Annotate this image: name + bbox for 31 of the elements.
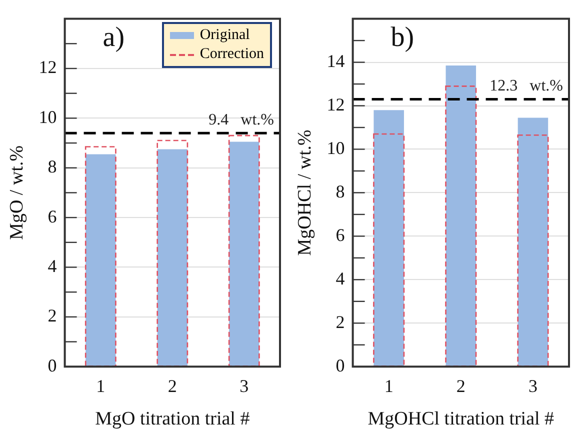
x-tick-label: 1 (96, 376, 106, 396)
x-tick-label: 2 (168, 376, 177, 396)
y-tick-label: 2 (48, 306, 57, 326)
x-axis-title: MgO titration trial # (95, 408, 250, 430)
y-tick-label: 12 (38, 57, 57, 78)
y-tick-label: 10 (326, 138, 345, 158)
y-tick-label: 0 (336, 355, 345, 376)
x-tick-label: 2 (456, 376, 466, 396)
y-tick-label: 10 (38, 106, 57, 127)
y-axis-title: MgOHCl / wt.% (294, 129, 316, 256)
y-tick-label: 14 (326, 51, 345, 72)
ref-line-label: 12.3 wt.% (490, 77, 563, 94)
y-tick-label: 8 (336, 181, 345, 202)
x-tick-label: 3 (240, 376, 249, 396)
y-tick-label: 6 (48, 206, 57, 226)
y-tick-label: 6 (336, 224, 345, 245)
y-tick-label: 4 (336, 268, 345, 288)
y-tick-label: 12 (326, 94, 345, 114)
y-tick-label: 4 (48, 256, 57, 276)
ref-line-label: 9.4 wt.% (208, 111, 274, 128)
y-tick-label: 2 (336, 312, 345, 332)
chart-title: b) (390, 22, 414, 54)
y-tick-label: 8 (48, 156, 57, 177)
legend-label: Correction (200, 45, 264, 64)
chart-title: a) (102, 22, 125, 54)
y-tick-label: 0 (48, 355, 57, 376)
y-axis-title: MgO / wt.% (6, 145, 28, 240)
x-axis-title: MgOHCl titration trial # (368, 408, 555, 430)
legend-label: Original (200, 26, 250, 45)
x-tick-label: 1 (384, 376, 394, 396)
x-tick-label: 3 (528, 376, 538, 396)
